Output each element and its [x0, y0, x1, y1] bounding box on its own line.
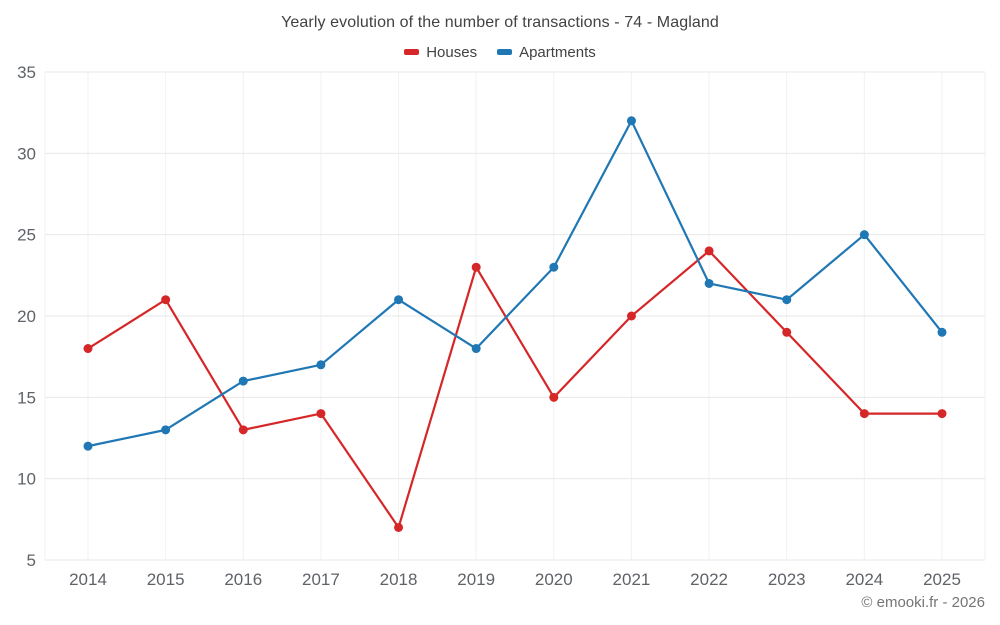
x-tick-label: 2017: [302, 570, 340, 589]
legend-label: Apartments: [519, 43, 596, 61]
data-point-apartments-2017[interactable]: [316, 360, 326, 370]
data-point-apartments-2014[interactable]: [83, 441, 93, 451]
data-point-apartments-2020[interactable]: [549, 262, 559, 272]
data-point-apartments-2016[interactable]: [238, 376, 248, 386]
data-point-houses-2019[interactable]: [471, 262, 481, 272]
y-tick-label: 30: [17, 144, 36, 163]
data-point-houses-2016[interactable]: [238, 425, 248, 435]
data-point-apartments-2023[interactable]: [782, 295, 792, 305]
legend-marker: [497, 49, 513, 55]
data-point-apartments-2024[interactable]: [859, 230, 869, 240]
data-point-houses-2018[interactable]: [394, 522, 404, 532]
legend-label: Houses: [426, 43, 478, 61]
chart-legend: Houses Apartments: [0, 42, 1000, 61]
y-tick-label: 15: [17, 388, 36, 407]
x-tick-label: 2016: [224, 570, 262, 589]
data-point-houses-2024[interactable]: [859, 409, 869, 419]
legend-item-houses[interactable]: Houses: [404, 44, 477, 61]
data-point-houses-2014[interactable]: [83, 344, 93, 354]
series-line-apartments: [86, 119, 944, 448]
x-tick-label: 2018: [380, 570, 418, 589]
data-point-apartments-2021[interactable]: [626, 116, 636, 126]
x-tick-label: 2015: [147, 570, 185, 589]
attribution: © emooki.fr - 2026: [861, 594, 985, 611]
x-tick-label: 2024: [845, 570, 883, 589]
x-tick-label: 2023: [768, 570, 806, 589]
y-tick-label: 10: [17, 470, 36, 489]
data-point-houses-2020[interactable]: [549, 392, 559, 402]
data-point-apartments-2025[interactable]: [937, 327, 947, 337]
x-tick-label: 2022: [690, 570, 728, 589]
chart-title: Yearly evolution of the number of transa…: [281, 14, 719, 31]
x-tick-label: 2019: [457, 570, 495, 589]
x-tick-label: 2025: [923, 570, 961, 589]
y-tick-label: 35: [17, 63, 36, 82]
x-tick-label: 2021: [613, 570, 651, 589]
y-tick-label: 5: [27, 551, 36, 570]
legend-item-apartments[interactable]: Apartments: [497, 44, 596, 61]
series-line-houses: [86, 249, 944, 529]
data-point-apartments-2018[interactable]: [394, 295, 404, 305]
data-point-houses-2017[interactable]: [316, 409, 326, 419]
legend-marker: [404, 49, 420, 55]
data-point-houses-2025[interactable]: [937, 409, 947, 419]
data-point-apartments-2019[interactable]: [471, 344, 481, 354]
data-point-apartments-2022[interactable]: [704, 278, 714, 288]
data-point-apartments-2015[interactable]: [161, 425, 171, 435]
y-tick-label: 25: [17, 226, 36, 245]
x-tick-label: 2020: [535, 570, 573, 589]
y-tick-label: 20: [17, 307, 36, 326]
data-point-houses-2023[interactable]: [782, 327, 792, 337]
x-tick-label: 2014: [69, 570, 107, 589]
data-point-houses-2015[interactable]: [161, 295, 171, 305]
data-point-houses-2022[interactable]: [704, 246, 714, 256]
data-point-houses-2021[interactable]: [626, 311, 636, 321]
